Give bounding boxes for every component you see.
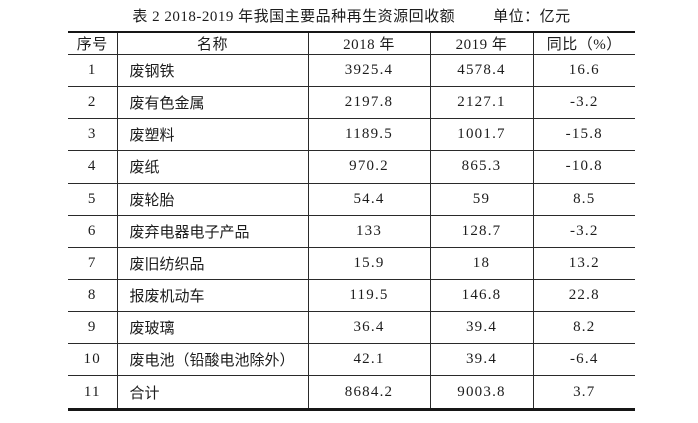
- table-row: 7 废旧纺织品 15.9 18 13.2: [68, 247, 635, 280]
- index-cell: 1: [68, 54, 118, 88]
- table-row: 6 废弃电器电子产品 133 128.7 -3.2: [68, 215, 635, 248]
- name-cell: 废玻璃: [117, 311, 309, 345]
- value-2019-cell: 59: [430, 183, 534, 216]
- yoy-percent-cell: -15.8: [533, 118, 635, 152]
- value-2018-cell: 2197.8: [308, 86, 431, 120]
- value-2018-cell: 133: [308, 215, 431, 248]
- value-2018-cell: 3925.4: [308, 54, 431, 88]
- index-cell: 4: [68, 150, 118, 184]
- value-2019-cell: 128.7: [430, 215, 534, 248]
- yoy-percent-cell: 22.8: [533, 279, 635, 313]
- yoy-percent-cell: 8.5: [533, 183, 635, 216]
- table-row: 11 合计 8684.2 9003.8 3.7: [68, 375, 635, 410]
- index-cell: 7: [68, 247, 118, 280]
- table-row: 8 报废机动车 119.5 146.8 22.8: [68, 279, 635, 313]
- table-row: 9 废玻璃 36.4 39.4 8.2: [68, 311, 635, 345]
- value-2018-cell: 42.1: [308, 343, 431, 377]
- value-2019-cell: 4578.4: [430, 54, 534, 88]
- table-row: 3 废塑料 1189.5 1001.7 -15.8: [68, 118, 635, 152]
- yoy-percent-cell: 8.2: [533, 311, 635, 345]
- value-2019-cell: 865.3: [430, 150, 534, 184]
- value-2018-cell: 36.4: [308, 311, 431, 345]
- index-cell: 11: [68, 375, 118, 410]
- value-2018-cell: 54.4: [308, 183, 431, 216]
- index-cell: 9: [68, 311, 118, 345]
- name-cell: 废钢铁: [117, 54, 309, 88]
- name-cell: 废纸: [117, 150, 309, 184]
- yoy-percent-cell: 3.7: [533, 375, 635, 410]
- name-cell: 废有色金属: [117, 86, 309, 120]
- caption-title: 表 2 2018-2019 年我国主要品种再生资源回收额: [132, 9, 456, 25]
- header-cell-yoy-percent: 同比（%）: [533, 32, 635, 55]
- name-cell: 废塑料: [117, 118, 309, 152]
- value-2019-cell: 1001.7: [430, 118, 534, 152]
- value-2018-cell: 970.2: [308, 150, 431, 184]
- name-cell: 废电池（铅酸电池除外）: [117, 343, 309, 377]
- index-cell: 3: [68, 118, 118, 152]
- index-cell: 6: [68, 215, 118, 248]
- header-cell-value-2018: 2018 年: [308, 32, 431, 55]
- name-cell: 废旧纺织品: [117, 247, 309, 280]
- table-row: 2 废有色金属 2197.8 2127.1 -3.2: [68, 86, 635, 120]
- yoy-percent-cell: 16.6: [533, 54, 635, 88]
- name-cell: 报废机动车: [117, 279, 309, 313]
- value-2019-cell: 9003.8: [430, 375, 534, 410]
- value-2019-cell: 2127.1: [430, 86, 534, 120]
- table-caption: 表 2 2018-2019 年我国主要品种再生资源回收额 单位：亿元: [68, 5, 635, 26]
- value-2018-cell: 15.9: [308, 247, 431, 280]
- name-cell: 合计: [117, 375, 309, 410]
- index-cell: 2: [68, 86, 118, 120]
- header-cell-name: 名称: [117, 32, 309, 55]
- table-row: 10 废电池（铅酸电池除外） 42.1 39.4 -6.4: [68, 343, 635, 377]
- value-2019-cell: 146.8: [430, 279, 534, 313]
- yoy-percent-cell: 13.2: [533, 247, 635, 280]
- header-row: 序号 名称 2018 年 2019 年同比（%）: [68, 32, 635, 55]
- table-row: 1 废钢铁 3925.4 4578.4 16.6: [68, 54, 635, 88]
- value-2019-cell: 39.4: [430, 343, 534, 377]
- header-cell-index: 序号: [68, 32, 118, 55]
- table-body: 1 废钢铁 3925.4 4578.4 16.6 2 废有色金属 2197.8 2127.1 -3…: [68, 54, 635, 410]
- table-row: 5 废轮胎 54.4 59 8.5: [68, 183, 635, 216]
- value-2019-cell: 39.4: [430, 311, 534, 345]
- yoy-percent-cell: -3.2: [533, 86, 635, 120]
- value-2019-cell: 18: [430, 247, 534, 280]
- value-2018-cell: 8684.2: [308, 375, 431, 410]
- recycling-data-table: 序号 名称 2018 年 2019 年同比（%） 1 废钢铁 3925.4 4578.4 16…: [68, 31, 635, 411]
- caption-unit: 单位：亿元: [493, 9, 571, 25]
- name-cell: 废轮胎: [117, 183, 309, 216]
- index-cell: 10: [68, 343, 118, 377]
- index-cell: 5: [68, 183, 118, 216]
- header-cell-value-2019: 2019 年: [430, 32, 534, 55]
- index-cell: 8: [68, 279, 118, 313]
- value-2018-cell: 1189.5: [308, 118, 431, 152]
- value-2018-cell: 119.5: [308, 279, 431, 313]
- name-cell: 废弃电器电子产品: [117, 215, 309, 248]
- yoy-percent-cell: -3.2: [533, 215, 635, 248]
- yoy-percent-cell: -10.8: [533, 150, 635, 184]
- table-row: 4 废纸 970.2 865.3 -10.8: [68, 150, 635, 184]
- yoy-percent-cell: -6.4: [533, 343, 635, 377]
